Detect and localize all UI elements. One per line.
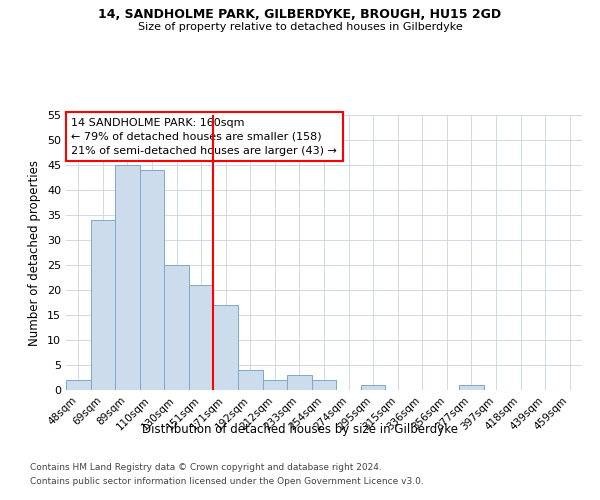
Bar — [287, 375, 312, 390]
Bar — [189, 285, 214, 390]
Text: 14 SANDHOLME PARK: 160sqm
← 79% of detached houses are smaller (158)
21% of semi: 14 SANDHOLME PARK: 160sqm ← 79% of detac… — [71, 118, 337, 156]
Text: Contains public sector information licensed under the Open Government Licence v3: Contains public sector information licen… — [30, 478, 424, 486]
Bar — [115, 165, 140, 390]
Bar — [140, 170, 164, 390]
Bar — [66, 380, 91, 390]
Bar — [459, 385, 484, 390]
Bar — [164, 265, 189, 390]
Bar — [312, 380, 336, 390]
Text: 14, SANDHOLME PARK, GILBERDYKE, BROUGH, HU15 2GD: 14, SANDHOLME PARK, GILBERDYKE, BROUGH, … — [98, 8, 502, 20]
Text: Contains HM Land Registry data © Crown copyright and database right 2024.: Contains HM Land Registry data © Crown c… — [30, 462, 382, 471]
Text: Distribution of detached houses by size in Gilberdyke: Distribution of detached houses by size … — [142, 422, 458, 436]
Text: Size of property relative to detached houses in Gilberdyke: Size of property relative to detached ho… — [137, 22, 463, 32]
Bar — [214, 305, 238, 390]
Y-axis label: Number of detached properties: Number of detached properties — [28, 160, 41, 346]
Bar — [91, 220, 115, 390]
Bar — [361, 385, 385, 390]
Bar — [238, 370, 263, 390]
Bar — [263, 380, 287, 390]
